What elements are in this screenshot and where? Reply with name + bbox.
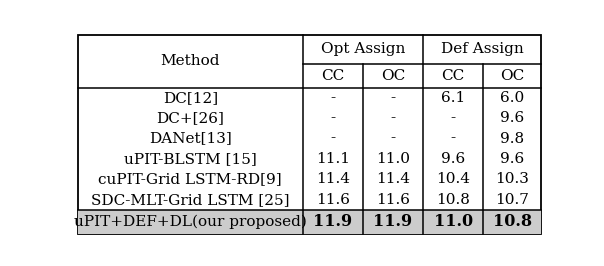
Text: -: - [451,132,456,146]
Text: Method: Method [161,54,220,68]
Text: -: - [390,91,396,105]
Text: Opt Assign: Opt Assign [321,42,405,56]
Text: 11.6: 11.6 [376,193,410,207]
Text: 6.1: 6.1 [441,91,465,105]
Text: 10.7: 10.7 [495,193,529,207]
Text: OC: OC [500,69,524,83]
Text: 9.8: 9.8 [500,132,524,146]
Text: OC: OC [381,69,405,83]
Text: 11.1: 11.1 [316,152,350,166]
Text: DC+[26]: DC+[26] [156,111,224,125]
Text: 9.6: 9.6 [500,111,524,125]
Text: 11.0: 11.0 [376,152,410,166]
Text: 11.9: 11.9 [313,213,352,230]
Text: 11.4: 11.4 [376,172,410,186]
Text: -: - [330,111,335,125]
Text: 10.8: 10.8 [436,193,470,207]
Text: 11.6: 11.6 [316,193,350,207]
Text: DC[12]: DC[12] [162,91,218,105]
Text: 9.6: 9.6 [441,152,465,166]
Text: DANet[13]: DANet[13] [149,132,231,146]
Text: uPIT+DEF+DL(our proposed): uPIT+DEF+DL(our proposed) [74,215,307,229]
Text: 11.0: 11.0 [434,213,473,230]
Text: uPIT-BLSTM [15]: uPIT-BLSTM [15] [124,152,257,166]
Text: 10.4: 10.4 [436,172,470,186]
Text: -: - [451,111,456,125]
Text: -: - [390,111,396,125]
Text: 11.4: 11.4 [316,172,350,186]
Text: 10.8: 10.8 [493,213,532,230]
Text: 10.3: 10.3 [495,172,529,186]
Bar [78,210,541,234]
Text: cuPIT-Grid LSTM-RD[9]: cuPIT-Grid LSTM-RD[9] [98,172,282,186]
Text: SDC-MLT-Grid LSTM [25]: SDC-MLT-Grid LSTM [25] [91,193,289,207]
Text: 6.0: 6.0 [500,91,524,105]
Text: -: - [390,132,396,146]
Text: -: - [330,91,335,105]
Text: 9.6: 9.6 [500,152,524,166]
Text: CC: CC [442,69,465,83]
Text: -: - [330,132,335,146]
Text: CC: CC [321,69,344,83]
Text: Def Assign: Def Assign [441,42,524,56]
Text: 11.9: 11.9 [373,213,413,230]
